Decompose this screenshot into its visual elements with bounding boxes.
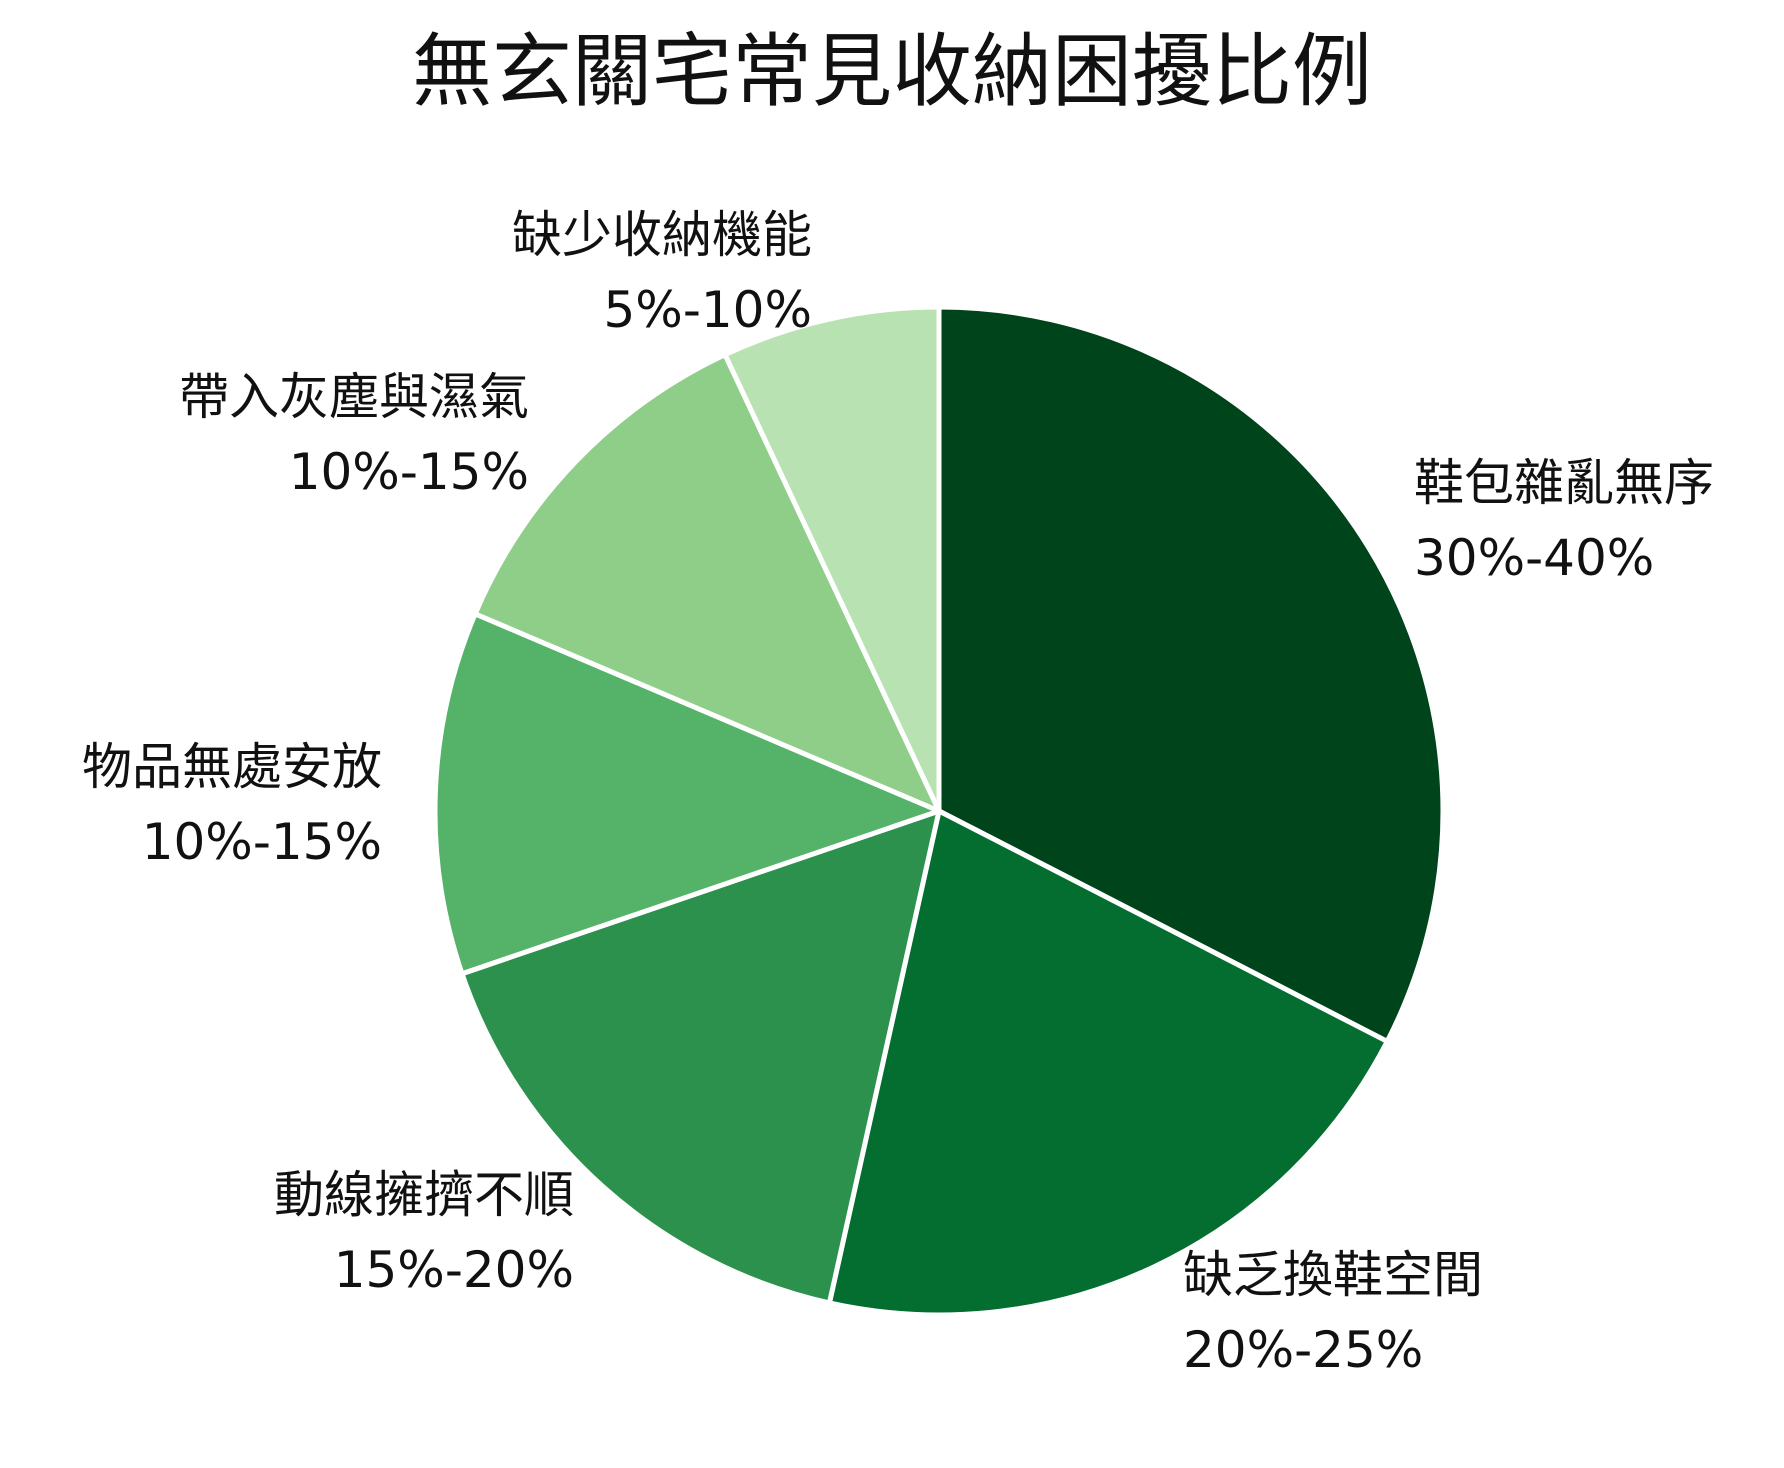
chart-title: 無玄關宅常見收納困擾比例 (412, 25, 1372, 118)
slice-label-5: 帶入灰塵與濕氣 (179, 368, 529, 426)
slice-value-label-5: 10%-15% (289, 443, 529, 501)
slice-label-6: 缺少收納機能 (512, 206, 812, 264)
slice-label-1: 鞋包雜亂無序 (1414, 454, 1714, 512)
slice-label-4: 物品無處安放 (82, 738, 382, 796)
slice-value-label-4: 10%-15% (142, 813, 382, 871)
slice-value-label-3: 15%-20% (334, 1241, 574, 1299)
pie-slice-6 (722, 304, 942, 814)
slice-label-3: 動線擁擠不順 (274, 1166, 574, 1224)
slice-value-label-2: 20%-25% (1183, 1321, 1423, 1379)
slice-label-2: 缺乏換鞋空間 (1183, 1246, 1483, 1304)
pie-slice-2 (826, 808, 1390, 1318)
slice-value-label-6: 5%-10% (604, 281, 813, 339)
pie-slice-4 (432, 611, 942, 977)
pie-slice-1 (936, 304, 1446, 1044)
pie-slice-5 (472, 352, 942, 814)
slice-value-label-1: 30%-40% (1414, 529, 1654, 587)
pie-slices (432, 304, 1446, 1318)
pie-labels: 鞋包雜亂無序 30%-40% 缺乏換鞋空間 20%-25% 動線擁擠不順 15%-20% 物… (82, 206, 1714, 1379)
